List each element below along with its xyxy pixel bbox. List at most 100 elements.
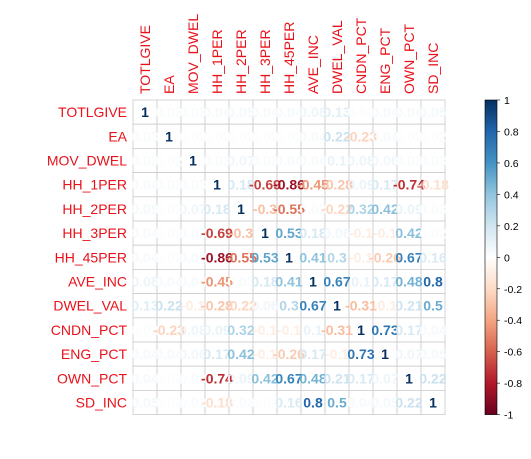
cell-value: 0.41	[299, 249, 326, 265]
cell-value: -0.1	[373, 298, 397, 314]
grid-cell	[396, 341, 422, 367]
cell-value: 0.04	[179, 249, 206, 265]
grid-cell	[156, 365, 182, 391]
grid-cell	[180, 172, 206, 198]
colorbar-tick-label: 0.2	[504, 221, 519, 233]
cell-value: 0.02	[227, 128, 254, 144]
cell-value: -0.74	[393, 177, 425, 193]
cell-value: 0.02	[395, 128, 422, 144]
color-bar	[484, 99, 498, 415]
column-label: EA	[161, 75, 177, 94]
grid-cell	[324, 196, 350, 222]
cell-value: 0.42	[371, 201, 398, 217]
cell-value: 1	[357, 322, 365, 338]
colorbar-tick-label: 0.4	[504, 189, 519, 201]
grid-cell	[348, 123, 374, 149]
grid-cell	[180, 123, 206, 149]
cell-value: 0.02	[155, 249, 182, 265]
grid-cell	[204, 317, 230, 343]
cell-value: 0.04	[371, 104, 398, 120]
cell-value: 0.53	[275, 225, 302, 241]
cell-value: 0.21	[323, 370, 350, 386]
grid-cell	[348, 172, 374, 198]
cell-value: 0.42	[227, 346, 254, 362]
colorbar-tick-label: -1	[504, 410, 513, 422]
cell-value: -0.45	[297, 177, 329, 193]
cell-value: 0.03	[155, 104, 182, 120]
cell-value: 1	[285, 249, 293, 265]
cell-value: -0.28	[321, 177, 353, 193]
cell-value: -0.1	[277, 322, 301, 338]
cell-value: -0.18	[417, 177, 449, 193]
cell-value: 0.3	[279, 298, 299, 314]
cell-value: 0.03	[179, 370, 206, 386]
cell-value: 0.22	[323, 128, 350, 144]
colorbar-tick-label: -0.6	[504, 347, 522, 359]
cell-value: 0.09	[227, 370, 254, 386]
cell-value: 0.02	[155, 201, 182, 217]
colorbar-tick-label: 0.6	[504, 158, 519, 170]
cell-value: 1	[381, 346, 389, 362]
cell-value: 0.21	[395, 298, 422, 314]
row-label: OWN_PCT	[57, 370, 127, 386]
colorbar-tick-label: -0.4	[504, 315, 522, 327]
cell-value: 1	[261, 225, 269, 241]
cell-value: 0.07	[227, 153, 254, 169]
grid-cell	[156, 220, 182, 246]
cell-value: 0.03	[299, 201, 326, 217]
cell-value: 1	[213, 177, 221, 193]
cell-value: 0.16	[419, 249, 446, 265]
cell-value: 0.48	[395, 274, 422, 290]
grid-cell	[276, 268, 302, 294]
grid-cell	[348, 147, 374, 173]
grid-cell	[252, 123, 278, 149]
cell-value: 0.02	[275, 128, 302, 144]
cell-value: 0.04	[275, 153, 302, 169]
grid-cell	[228, 268, 254, 294]
cell-value: 0.1	[351, 274, 371, 290]
cell-value: 0.02	[131, 322, 158, 338]
cell-value: 1	[165, 128, 173, 144]
cell-value: 0.32	[347, 201, 374, 217]
cell-value: 0.04	[299, 153, 326, 169]
cell-value: 0.02	[203, 128, 230, 144]
cell-value: -0.74	[201, 370, 233, 386]
cell-value: -0.1	[325, 346, 349, 362]
grid-cell	[396, 365, 422, 391]
grid-cell	[300, 389, 326, 415]
cell-value: 1	[189, 153, 197, 169]
grid-cell	[132, 123, 158, 149]
cell-value: -0.3	[253, 201, 277, 217]
cell-value: 0.67	[275, 370, 302, 386]
cell-value: 0.22	[419, 370, 446, 386]
grid-cell	[252, 317, 278, 343]
grid-cell	[156, 196, 182, 222]
cell-value: 0.32	[227, 322, 254, 338]
cell-value: -0.1	[253, 346, 277, 362]
cell-value: 0.04	[371, 128, 398, 144]
grid-cell	[348, 99, 374, 125]
cell-value: 0.05	[371, 395, 398, 411]
column-label: HH_3PER	[257, 29, 273, 94]
cell-value: 0.09	[347, 177, 374, 193]
cell-value: 0.04	[131, 177, 158, 193]
cell-value: 0.07	[371, 370, 398, 386]
grid-cell	[132, 99, 158, 125]
cell-value: 1	[429, 395, 437, 411]
column-label: AVE_INC	[305, 35, 321, 94]
grid-cell	[348, 317, 374, 343]
grid-cell	[324, 172, 350, 198]
row-label: HH_3PER	[62, 225, 127, 241]
cell-value: 0.67	[299, 298, 326, 314]
cell-value: 0.02	[179, 128, 206, 144]
cell-value: 0.16	[275, 395, 302, 411]
cell-value: 0.03	[227, 395, 254, 411]
cell-value: 0.17	[203, 346, 230, 362]
grid-cell	[276, 172, 302, 198]
grid-cell	[420, 389, 446, 415]
grid-cell	[204, 341, 230, 367]
grid-cell	[204, 268, 230, 294]
cell-value: 0.3	[327, 249, 347, 265]
grid-cell	[420, 220, 446, 246]
cell-value: 0.08	[347, 153, 374, 169]
